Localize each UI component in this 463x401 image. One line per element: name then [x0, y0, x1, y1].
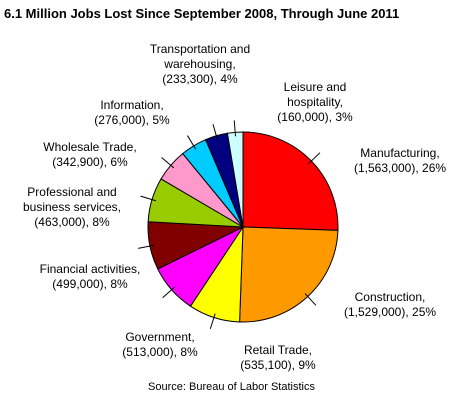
value-label: (513,000), 8%	[122, 345, 198, 359]
slice-label: Manufacturing, (1,563,000), 26%	[340, 146, 460, 176]
slice-label: Financial activities, (499,000), 8%	[20, 262, 160, 292]
category-label: Transportation and warehousing,	[149, 42, 251, 71]
slice-label: Construction, (1,529,000), 25%	[330, 290, 450, 320]
value-label: (276,000), 5%	[94, 113, 170, 127]
category-label: Retail Trade,	[243, 343, 313, 357]
category-label: Financial activities,	[39, 262, 141, 276]
category-label: Manufacturing,	[360, 146, 440, 160]
leader-line	[233, 120, 237, 137]
slice-label: Information, (276,000), 5%	[72, 98, 192, 128]
category-label: Construction,	[354, 290, 426, 304]
category-label: Wholesale Trade,	[43, 140, 137, 154]
leader-line	[308, 152, 321, 165]
leader-line	[140, 195, 157, 202]
leader-line	[209, 313, 216, 330]
category-label: Leisure and hospitality,	[283, 80, 347, 109]
value-label: (1,529,000), 25%	[343, 305, 437, 319]
category-label: Government,	[125, 330, 195, 344]
leader-line	[304, 293, 317, 306]
leader-line	[187, 135, 197, 150]
chart-title: 6.1 Million Jobs Lost Since September 20…	[4, 6, 400, 21]
slice-label: Professional and business services, (463,…	[5, 185, 140, 230]
slice-label: Government, (513,000), 8%	[110, 330, 210, 360]
leader-line	[212, 124, 218, 140]
value-label: (342,900), 6%	[52, 155, 128, 169]
slice-label: Transportation and warehousing, (233,300)…	[138, 42, 263, 87]
category-label: Information,	[100, 98, 164, 112]
leader-line	[161, 157, 175, 169]
slice-label: Wholesale Trade, (342,900), 6%	[30, 140, 150, 170]
pie-slice	[242, 131, 339, 231]
value-label: (1,563,000), 26%	[353, 161, 447, 175]
value-label: (160,000), 3%	[277, 110, 353, 124]
pie-slice	[239, 226, 339, 323]
leader-line	[162, 286, 176, 299]
value-label: (499,000), 8%	[52, 277, 128, 291]
source-note: Source: Bureau of Labor Statistics	[148, 381, 315, 393]
value-label: (535,100), 9%	[240, 358, 316, 372]
value-label: (233,300), 4%	[162, 72, 238, 86]
value-label: (463,000), 8%	[34, 215, 110, 229]
slice-label: Retail Trade, (535,100), 9%	[228, 343, 328, 373]
leader-line	[138, 244, 154, 249]
slice-label: Leisure and hospitality, (160,000), 3%	[265, 80, 365, 125]
category-label: Professional and business services,	[22, 185, 122, 214]
